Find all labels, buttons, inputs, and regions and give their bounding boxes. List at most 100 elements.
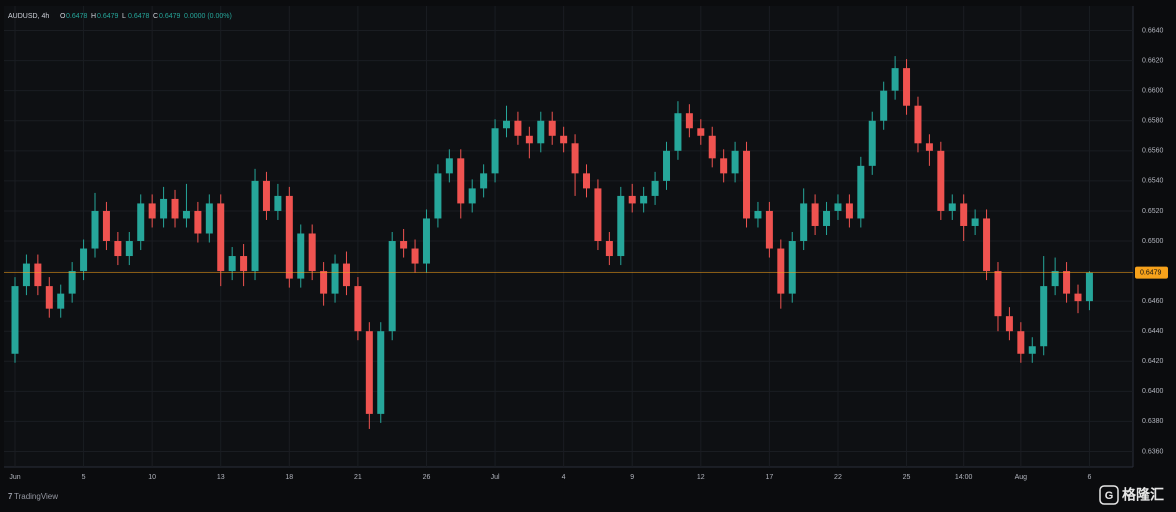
candle-body <box>114 241 122 257</box>
candle-body <box>1040 286 1048 347</box>
candle-body <box>468 188 476 204</box>
candle-body <box>617 195 625 257</box>
x-tick-label: 22 <box>834 474 842 481</box>
y-tick-label: 0.6360 <box>1142 448 1164 455</box>
candle-body <box>434 173 442 219</box>
candle-body <box>514 120 522 136</box>
candle-body <box>480 173 488 189</box>
candle-body <box>1005 316 1013 332</box>
candle-body <box>925 143 933 151</box>
x-tick-label: Jun <box>9 474 20 481</box>
candle-body <box>1017 331 1025 354</box>
candle-body <box>663 150 671 181</box>
candle-body <box>834 203 842 211</box>
candle-body <box>628 195 636 204</box>
watermark-logo-letter: G <box>1105 490 1114 502</box>
y-tick-label: 0.6580 <box>1142 118 1164 125</box>
candle-body <box>217 203 225 272</box>
candle-body <box>857 165 865 219</box>
candle-body <box>1051 271 1059 287</box>
candle-body <box>422 218 430 264</box>
candle-body <box>1028 346 1036 354</box>
candle-body <box>983 218 991 272</box>
x-tick-label: 10 <box>148 474 156 481</box>
branding-logo: 7 <box>8 492 13 501</box>
x-tick-label: 9 <box>630 474 634 481</box>
y-tick-label: 0.6520 <box>1142 208 1164 215</box>
x-tick-label: 25 <box>903 474 911 481</box>
candle-body <box>1074 293 1082 302</box>
candle-body <box>194 210 202 234</box>
x-tick-label: Jul <box>491 474 500 481</box>
candle-body <box>891 68 899 91</box>
x-tick-label: 12 <box>697 474 705 481</box>
x-tick-label: 6 <box>1087 474 1091 481</box>
candle-body <box>445 158 453 174</box>
y-tick-label: 0.6540 <box>1142 178 1164 185</box>
candle-body <box>285 195 293 279</box>
candle-body <box>137 203 145 242</box>
candle-body <box>605 241 613 257</box>
candle-body <box>594 188 602 242</box>
candle-body <box>823 210 831 226</box>
y-tick-label: 0.6560 <box>1142 148 1164 155</box>
x-tick-label: 4 <box>562 474 566 481</box>
candles <box>4 56 1133 429</box>
candle-body <box>697 128 705 136</box>
x-tick-label: 18 <box>285 474 293 481</box>
candle-body <box>731 150 739 174</box>
candle-body <box>708 135 716 159</box>
candle-body <box>34 263 42 287</box>
candle-body <box>240 256 248 272</box>
x-tick-label: 21 <box>354 474 362 481</box>
candle-body <box>937 150 945 211</box>
candle-body <box>765 210 773 249</box>
y-tick-label: 0.6600 <box>1142 88 1164 95</box>
candle-body <box>400 241 408 249</box>
candle-body <box>388 241 396 332</box>
candle-body <box>365 331 373 414</box>
y-tick-label: 0.6440 <box>1142 328 1164 335</box>
candle-body <box>45 286 53 309</box>
candle-body <box>845 203 853 219</box>
header-value: 0.6478 <box>66 13 88 20</box>
candle-body <box>868 120 876 166</box>
y-tick-label: 0.6460 <box>1142 298 1164 305</box>
x-tick-label: 13 <box>217 474 225 481</box>
candle-body <box>57 293 65 309</box>
candle-body <box>811 203 819 226</box>
candle-body <box>583 173 590 189</box>
x-tick-label: 5 <box>82 474 86 481</box>
candle-body <box>960 203 968 226</box>
candle-body <box>228 256 236 272</box>
plot-area <box>4 6 1133 467</box>
candle-body <box>148 203 156 219</box>
candle-body <box>377 331 385 414</box>
header-key: L <box>122 13 126 20</box>
y-tick-label: 0.6380 <box>1142 418 1164 425</box>
candle-body <box>262 180 270 211</box>
header-key: C <box>153 13 158 20</box>
watermark-logo <box>1099 485 1119 505</box>
candle-body <box>491 128 499 174</box>
candle-body <box>91 210 99 249</box>
candle-body <box>525 135 533 144</box>
candle-body <box>720 158 728 174</box>
candle-body <box>160 198 168 219</box>
header-change: 0.0000 (0.00%) <box>184 13 232 20</box>
candle-body <box>171 198 179 219</box>
candle-body <box>502 120 510 129</box>
candle-body <box>1085 272 1093 302</box>
candle-body <box>1063 271 1071 294</box>
candle-body <box>251 180 259 272</box>
y-tick-label: 0.6400 <box>1142 388 1164 395</box>
x-tick-label: 14:00 <box>955 474 973 481</box>
candle-body <box>354 286 362 332</box>
candle-body <box>674 113 682 151</box>
candle-body <box>22 263 30 287</box>
header-value: 0.6478 <box>128 13 150 20</box>
x-tick-label: 17 <box>765 474 773 481</box>
last-price-label: 0.6479 <box>1140 269 1162 276</box>
candle-body <box>308 233 316 272</box>
